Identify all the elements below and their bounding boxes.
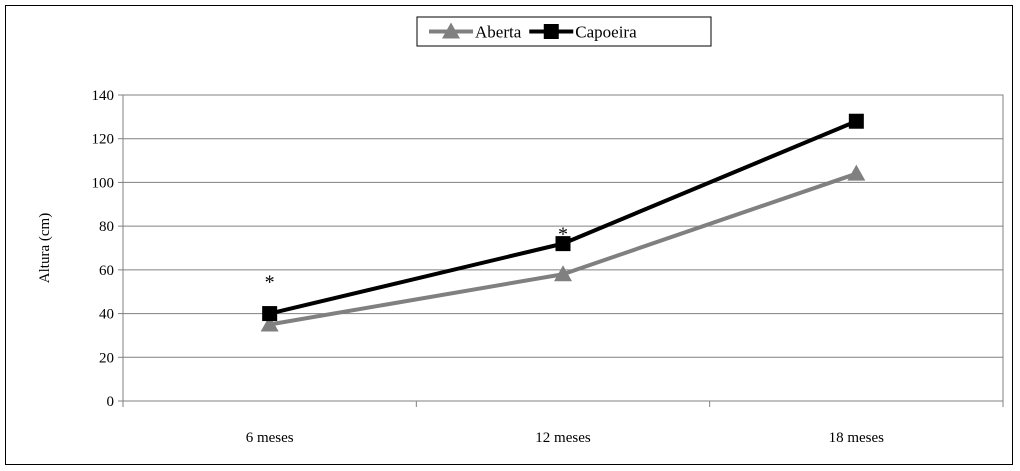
legend-marker <box>442 22 460 39</box>
y-tick-label: 80 <box>99 219 114 235</box>
data-point <box>260 315 279 332</box>
y-axis: 0 20 40 60 80 100 120 140 <box>92 88 123 410</box>
y-tick-label: 60 <box>99 263 114 279</box>
y-tick-label: 140 <box>92 88 115 104</box>
x-tick-label: 6 meses <box>246 430 294 446</box>
y-tick-label: 100 <box>92 175 115 191</box>
significance-annotation: * <box>265 272 275 294</box>
annotations: ** <box>265 224 568 294</box>
legend-label: Capoeira <box>575 23 637 42</box>
series-layer <box>260 113 866 332</box>
y-axis-title: Altura (cm) <box>37 213 53 283</box>
plot-area <box>122 94 1004 402</box>
line-chart: Aberta Capoeira 0 20 40 60 80 100 120 140 6 mese… <box>37 16 1004 446</box>
data-point <box>848 113 864 129</box>
series-line <box>269 119 858 316</box>
legend-entry-aberta: Aberta <box>429 22 522 42</box>
y-tick-label: 0 <box>107 394 115 410</box>
legend: Aberta Capoeira <box>416 16 712 47</box>
data-point <box>554 265 572 282</box>
x-axis: 6 meses 12 meses 18 meses <box>122 401 1004 446</box>
series-capoeira <box>262 113 864 322</box>
x-tick-label: 12 meses <box>535 430 591 446</box>
y-tick-label: 20 <box>99 350 114 366</box>
data-point <box>262 306 278 322</box>
series-aberta <box>260 164 866 332</box>
data-point <box>847 164 866 181</box>
legend-entry-capoeira: Capoeira <box>529 23 637 42</box>
legend-label: Aberta <box>475 23 522 42</box>
legend-marker <box>543 24 559 39</box>
y-tick-label: 120 <box>92 132 115 148</box>
significance-annotation: * <box>558 224 568 246</box>
x-tick-label: 18 meses <box>829 430 885 446</box>
data-point <box>555 236 571 252</box>
y-tick-label: 40 <box>99 307 114 323</box>
chart-frame: Aberta Capoeira 0 20 40 60 80 100 120 140 6 mese… <box>5 5 1013 465</box>
